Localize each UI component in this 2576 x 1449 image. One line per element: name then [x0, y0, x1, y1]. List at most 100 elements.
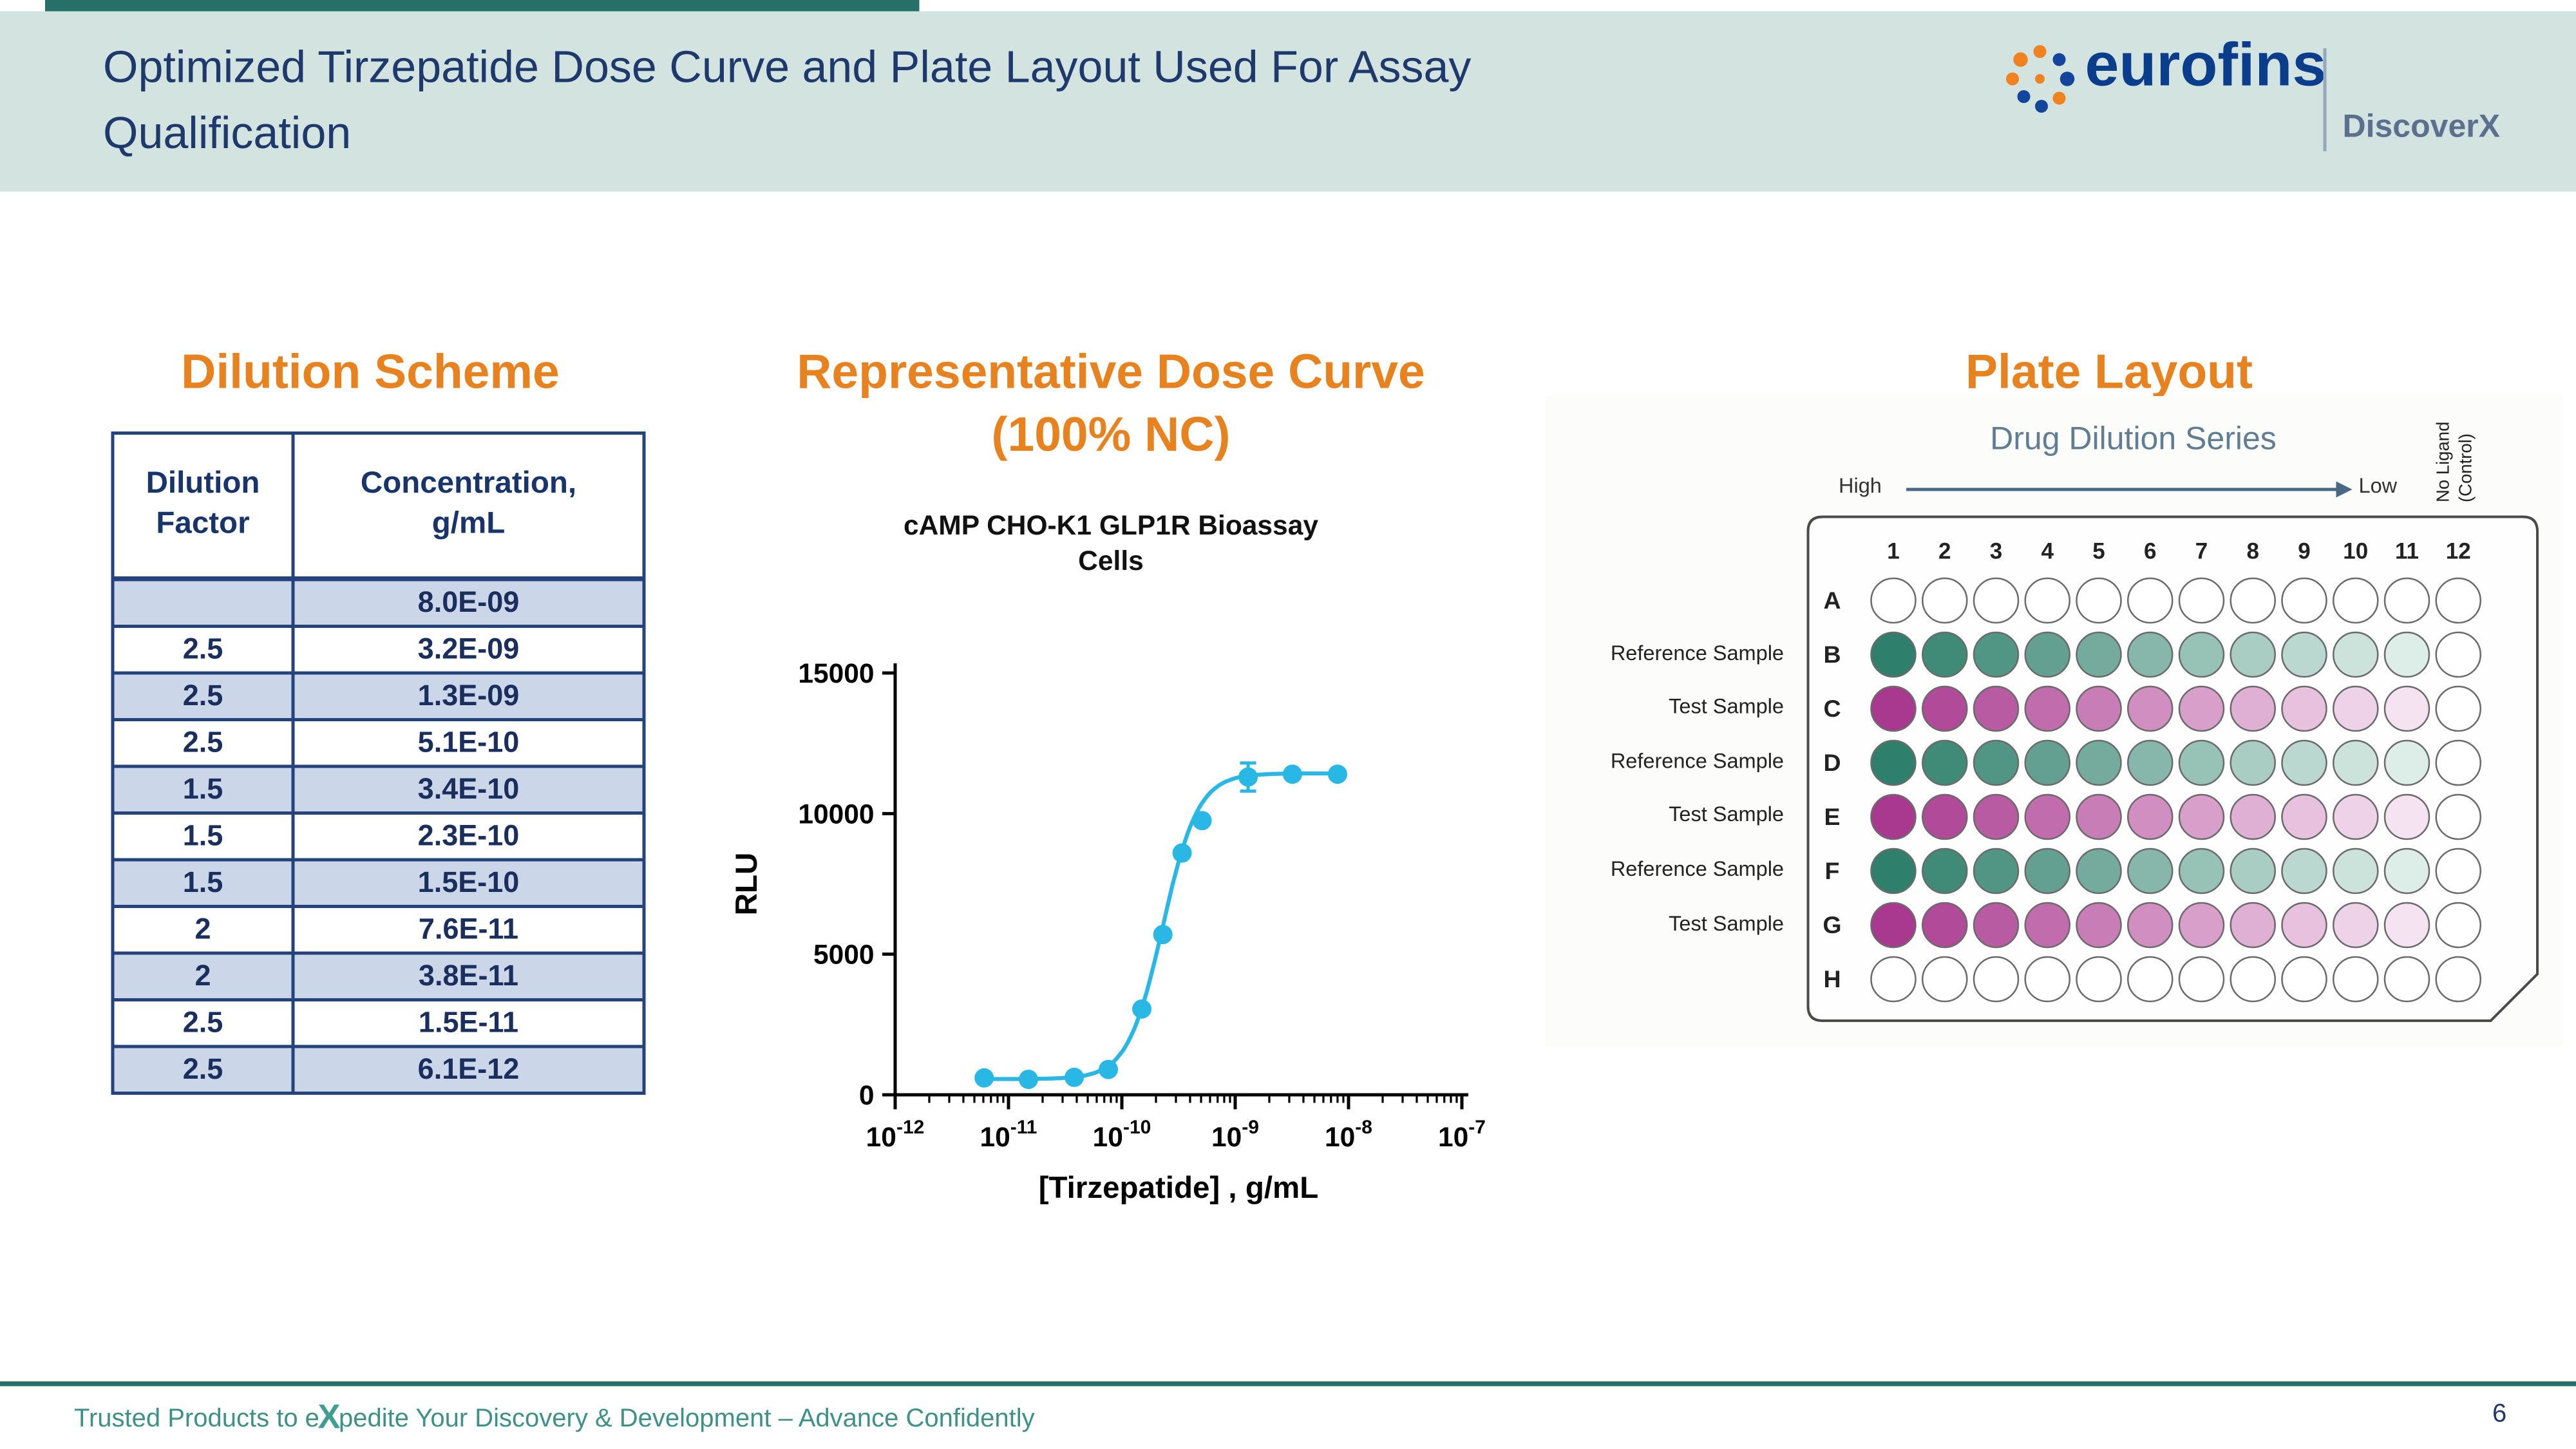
well [2435, 685, 2482, 732]
column-number: 7 [2195, 539, 2208, 564]
well [2435, 848, 2482, 895]
data-point [1065, 1067, 1084, 1087]
data-point [1238, 767, 1258, 787]
well [2178, 793, 2225, 840]
well [2178, 685, 2225, 732]
y-tick-label: 5000 [813, 940, 875, 971]
well [2178, 848, 2225, 895]
well [1973, 956, 2020, 1003]
dilution-scheme-heading: Dilution Scheme [181, 346, 560, 400]
tagline-text-pre: Trusted Products to e [74, 1405, 319, 1434]
eurofins-dots-icon [2006, 45, 2075, 113]
well [1973, 685, 2020, 732]
dilution-table-header-row: Dilution Factor Concentration, g/mL [111, 431, 646, 582]
concentration-cell: 3.8E-11 [291, 951, 646, 1001]
well [2383, 902, 2430, 949]
well [2383, 739, 2430, 786]
dilution-factor-cell: 2.5 [111, 671, 295, 721]
well [2383, 577, 2430, 624]
well [2024, 902, 2070, 949]
concentration-cell: 7.6E-11 [291, 905, 646, 955]
high-label: High [1839, 473, 1882, 498]
well [2333, 631, 2379, 678]
well [2383, 631, 2430, 678]
drug-dilution-series-label: Drug Dilution Series [1990, 422, 2277, 457]
slide-header [0, 11, 2576, 192]
row-letter: E [1824, 803, 1840, 830]
row-sample-label: Reference Sample [1610, 639, 1784, 665]
well [2126, 902, 2174, 949]
discoverx-x-icon: X [317, 1399, 341, 1437]
column-number: 5 [2092, 539, 2105, 564]
well [2383, 848, 2430, 895]
well [2178, 956, 2225, 1003]
well [2383, 956, 2430, 1003]
dilution-factor-cell: 2 [111, 905, 295, 955]
no-ligand-control-label: No Ligand (Control) [2434, 421, 2476, 502]
well [2126, 685, 2174, 732]
well [2435, 956, 2482, 1003]
concentration-cell: 1.3E-09 [291, 671, 646, 721]
dose-curve-heading: Representative Dose Curve (100% NC) [708, 341, 1513, 467]
column-number: 2 [1938, 539, 1951, 564]
footer-rule [0, 1381, 2576, 1387]
well [2024, 793, 2070, 840]
well [2383, 793, 2430, 840]
row-sample-label: Reference Sample [1610, 857, 1784, 881]
well [1921, 685, 1968, 732]
well [1870, 685, 1917, 732]
well [1973, 577, 2020, 624]
data-point [1153, 925, 1173, 945]
dilution-row: 2.5 1.5E-11 [111, 998, 646, 1048]
plate-layout-figure: Drug Dilution Series High Low No Ligand … [1546, 396, 2563, 1046]
well [2333, 685, 2379, 732]
dilution-row: 2 7.6E-11 [111, 905, 646, 955]
concentration-cell: 2.3E-10 [291, 811, 646, 862]
tagline-text-post: pedite Your Discovery & Development – Ad… [338, 1405, 1035, 1434]
well [2126, 631, 2174, 678]
dilution-row: 1.5 2.3E-10 [111, 811, 646, 862]
dilution-row: 1.5 3.4E-10 [111, 764, 646, 815]
data-point [974, 1068, 994, 1088]
x-tick-label: 10-9 [1211, 1117, 1259, 1153]
x-axis-label: [Tirzepatide] , g/mL [1039, 1171, 1319, 1205]
column-number: 4 [2041, 539, 2054, 564]
x-tick-label: 10-11 [980, 1117, 1037, 1153]
slide-title-line1: Optimized Tirzepatide Dose Curve and Pla… [103, 42, 1472, 92]
well [2281, 577, 2327, 624]
y-tick-label: 0 [859, 1081, 875, 1111]
well [2024, 631, 2070, 678]
dilution-row: 2.5 5.1E-10 [111, 718, 646, 768]
dilution-factor-cell: 1.5 [111, 811, 295, 862]
well [2230, 631, 2277, 678]
well [2281, 739, 2327, 786]
well [2076, 956, 2122, 1003]
well [2333, 739, 2379, 786]
well [1921, 793, 1968, 840]
row-letter: H [1823, 965, 1841, 992]
well [2435, 631, 2482, 678]
slide-title: Optimized Tirzepatide Dose Curve and Pla… [103, 35, 1471, 166]
well [2076, 739, 2122, 786]
well [2333, 577, 2379, 624]
well [1870, 793, 1917, 840]
well [1870, 631, 1917, 678]
well [2178, 902, 2225, 949]
well [2230, 848, 2277, 895]
dilution-factor-cell [111, 577, 295, 628]
row-sample-label: Test Sample [1669, 910, 1784, 935]
row-letter: C [1823, 695, 1841, 722]
column-number: 6 [2144, 539, 2156, 564]
discoverx-wordmark: DiscoverX [2342, 109, 2501, 145]
row-letter: F [1825, 857, 1840, 884]
well [2076, 577, 2122, 624]
row-letter: D [1823, 749, 1841, 776]
dilution-factor-cell: 2.5 [111, 1045, 295, 1095]
row-letter: B [1823, 641, 1841, 668]
dose-curve-heading-line2: (100% NC) [991, 409, 1231, 462]
dilution-row: 2.5 3.2E-09 [111, 625, 646, 675]
row-letter: A [1823, 587, 1841, 614]
dilution-table: Dilution Factor Concentration, g/mL 8.0E… [111, 431, 646, 1095]
row-letter: G [1823, 911, 1841, 938]
